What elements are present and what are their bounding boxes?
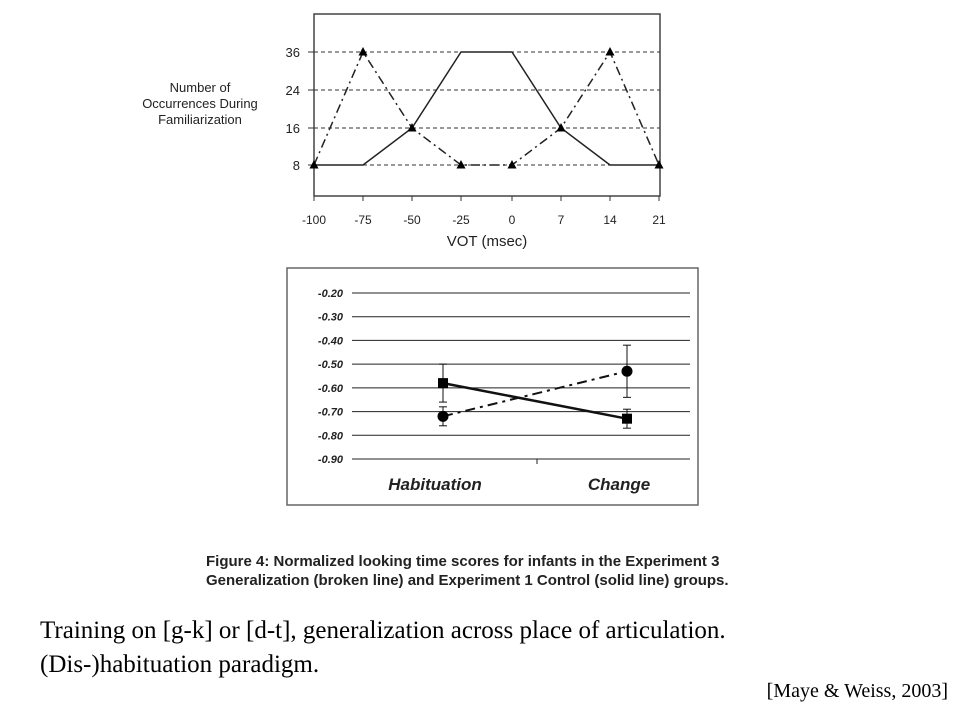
bottom-chart-ytick-label: -0.40 (318, 335, 344, 347)
top-chart-triangle-marker (654, 160, 664, 169)
bottom-chart-ytick-label: -0.30 (318, 312, 344, 324)
bottom-chart-ytick-label: -0.80 (318, 430, 344, 442)
top-chart-xtick-label: -100 (302, 213, 326, 227)
bottom-chart-series-solid (442, 381, 628, 420)
top-chart-xlabel: VOT (msec) (447, 233, 528, 250)
top-chart-series-solid (314, 51, 659, 166)
bottom-chart-square-marker (438, 378, 448, 389)
top-chart-xtick-label: 14 (603, 213, 617, 227)
bottom-chart-ytick-label: -0.60 (318, 383, 344, 395)
slide-body-text: Training on [g-k] or [d-t], generalizati… (40, 614, 940, 682)
bottom-chart-frame (286, 267, 699, 506)
top-chart-xtick-label: 7 (558, 213, 565, 227)
bottom-chart-series-dashdot (442, 370, 628, 418)
top-chart-triangle-marker (556, 123, 566, 132)
top-chart-xtick-label: -25 (452, 213, 470, 227)
citation: [Maye & Weiss, 2003] (766, 680, 948, 702)
caption-line: Figure 4: Normalized looking time scores… (206, 553, 720, 570)
bottom-chart-xtick-label: Habituation (388, 475, 482, 494)
top-chart-ytick-label: 16 (286, 121, 300, 136)
top-chart-triangle-marker (309, 160, 319, 169)
top-chart-ylabel-line: Number of (169, 80, 231, 95)
top-chart-ytick-label: 36 (286, 45, 300, 60)
bottom-chart-square-marker (622, 413, 632, 424)
bottom-chart-ytick-label: -0.20 (318, 288, 344, 300)
top-chart-frame (313, 13, 661, 197)
caption-line: Generalization (broken line) and Experim… (206, 572, 729, 589)
top-chart-ylabel-line: Occurrences During (142, 96, 258, 111)
top-chart-triangle-marker (407, 123, 417, 132)
bottom-chart-ytick-label: -0.50 (318, 359, 344, 371)
top-chart-ylabel-line: Familiarization (158, 112, 242, 127)
top-chart-xtick-label: -75 (354, 213, 372, 227)
top-chart-xtick-label: -50 (403, 213, 421, 227)
top-chart-series-dashdot (313, 50, 660, 166)
top-chart-ytick-label: 8 (293, 158, 300, 173)
top-chart-ytick-label: 24 (286, 83, 300, 98)
top-chart-triangle-marker (456, 160, 466, 169)
bottom-chart-ytick-label: -0.70 (318, 407, 344, 419)
bottom-chart-ytick-label: -0.90 (318, 454, 344, 466)
top-chart-triangle-marker (507, 160, 517, 169)
figure-caption: Figure 4: Normalized looking time scores… (206, 552, 826, 590)
top-chart-triangle-marker (605, 47, 615, 56)
body-line: (Dis-)habituation paradigm. (40, 651, 320, 678)
top-chart-xtick-label: 21 (652, 213, 666, 227)
top-chart-ylabel: Number of Occurrences During Familiariza… (120, 80, 280, 128)
top-chart-xtick-label: 0 (509, 213, 516, 227)
bottom-chart-circle-marker (621, 365, 633, 377)
bottom-chart-xtick-label: Change (588, 475, 650, 494)
bottom-chart-circle-marker (437, 410, 449, 422)
body-line: Training on [g-k] or [d-t], generalizati… (40, 617, 726, 644)
top-chart-triangle-marker (358, 47, 368, 56)
